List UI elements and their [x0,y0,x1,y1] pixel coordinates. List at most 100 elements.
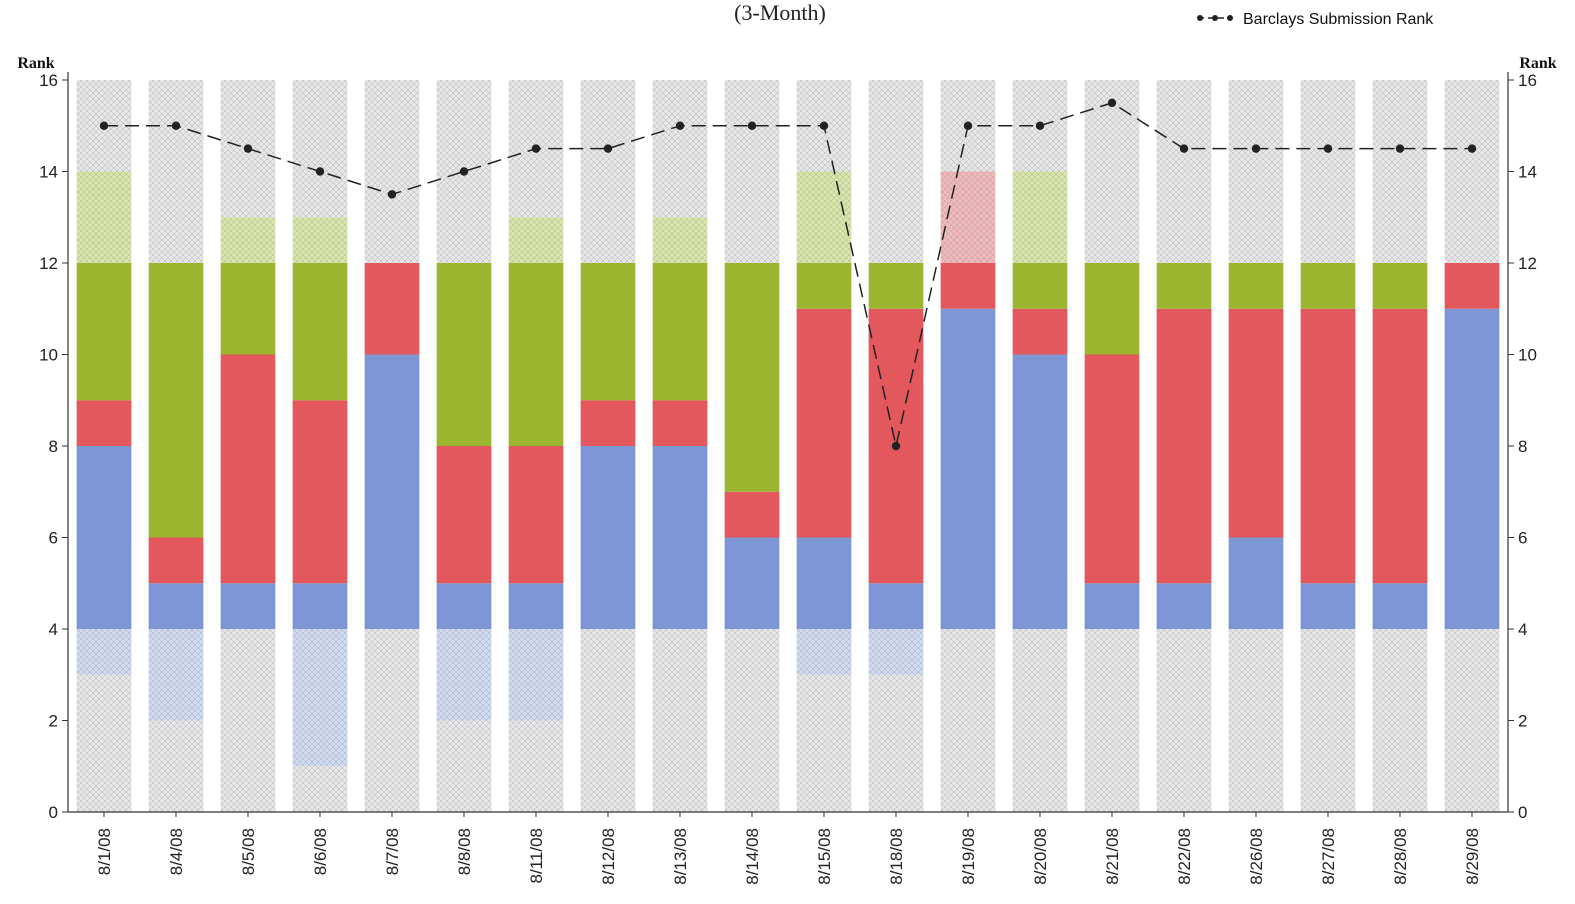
x-tick-label: 8/20/08 [1031,828,1050,885]
series-point [172,122,180,130]
y-tick-label-left: 16 [39,71,58,90]
bar-segment-hatch [149,80,204,263]
bar-segment-red [1445,263,1500,309]
bar-column-17 [1301,80,1356,812]
series-point [1468,144,1476,152]
series-point [100,122,108,130]
bar-segment-hatch [869,80,924,263]
bar-segment-blue [149,583,204,629]
legend-label: Barclays Submission Rank [1243,11,1434,28]
bar-segment-hatch [1085,80,1140,263]
bar-column-13 [1013,80,1068,812]
series-point [316,167,324,175]
bar-segment-red [941,263,996,309]
bar-segment-hatch [221,217,276,263]
bar-segment-hatch [365,80,420,263]
y-tick-label-left: 6 [49,529,58,548]
series-point [1180,144,1188,152]
bar-column-0 [77,80,132,812]
series-point [676,122,684,130]
bar-segment-hatch [437,629,492,721]
x-tick-label: 8/5/08 [239,828,258,875]
bar-segment-hatch [1157,629,1212,812]
y-tick-label-left: 0 [49,803,58,822]
bar-column-16 [1229,80,1284,812]
bar-segment-hatch [149,629,204,721]
bar-segment-blue [1229,538,1284,630]
y-tick-label-left: 2 [49,712,58,731]
bar-segment-green [797,263,852,309]
x-tick-label: 8/6/08 [311,828,330,875]
bar-segment-blue [1085,583,1140,629]
bar-segment-hatch [1445,80,1500,263]
bar-column-18 [1373,80,1428,812]
bar-segment-blue [1157,583,1212,629]
bar-segment-hatch [149,721,204,813]
bar-segment-blue [437,583,492,629]
bar-segment-blue [725,538,780,630]
series-point [820,122,828,130]
y-tick-label-left: 4 [49,620,58,639]
bar-segment-blue [1301,583,1356,629]
y-tick-label-left: 8 [49,437,58,456]
x-tick-label: 8/18/08 [887,828,906,885]
bar-segment-hatch [509,217,564,263]
bar-segment-red [1301,309,1356,584]
series-point [1252,144,1260,152]
y-tick-label-right: 8 [1518,437,1527,456]
legend-marker [1212,15,1218,21]
bar-segment-hatch [725,629,780,812]
x-tick-label: 8/13/08 [671,828,690,885]
y-tick-label-left: 12 [39,254,58,273]
y-tick-label-right: 2 [1518,712,1527,731]
bar-column-12 [941,80,996,812]
x-tick-label: 8/19/08 [959,828,978,885]
y-tick-label-right: 14 [1518,163,1537,182]
bar-segment-green [869,263,924,309]
bar-segment-red [1373,309,1428,584]
bar-segment-hatch [581,80,636,263]
bar-segment-hatch [941,172,996,264]
y-tick-label-left: 10 [39,346,58,365]
bar-segment-hatch [221,629,276,812]
bar-segment-hatch [77,675,132,812]
bar-segment-green [1301,263,1356,309]
bar-segment-blue [293,583,348,629]
y-axis-title-left: Rank [17,55,54,72]
bar-segment-hatch [365,629,420,812]
x-tick-label: 8/12/08 [599,828,618,885]
bar-segment-green [509,263,564,446]
legend-marker [1227,15,1233,21]
bar-segment-green [653,263,708,400]
x-tick-label: 8/14/08 [743,828,762,885]
x-tick-label: 8/4/08 [167,828,186,875]
bar-segment-blue [77,446,132,629]
bar-segment-red [1013,309,1068,355]
bar-column-5 [437,80,492,812]
bar-segment-red [653,400,708,446]
bar-segment-red [1157,309,1212,584]
bar-segment-hatch [509,721,564,813]
bar-segment-hatch [725,80,780,263]
series-point [388,190,396,198]
bar-segment-hatch [653,629,708,812]
bar-segment-blue [1013,355,1068,630]
bar-segment-hatch [293,217,348,263]
x-tick-label: 8/27/08 [1319,828,1338,885]
bar-segment-hatch [797,675,852,812]
x-tick-label: 8/28/08 [1391,828,1410,885]
bar-segment-green [1373,263,1428,309]
y-tick-label-right: 6 [1518,529,1527,548]
series-point [1036,122,1044,130]
bar-segment-hatch [1229,629,1284,812]
bar-segment-hatch [1445,629,1500,812]
bar-column-14 [1085,80,1140,812]
bar-segment-red [725,492,780,538]
bar-segment-hatch [869,629,924,675]
bar-segment-red [509,446,564,583]
bar-segment-green [1013,263,1068,309]
bar-column-10 [797,80,852,812]
bar-segment-hatch [797,172,852,264]
legend: Barclays Submission Rank [1197,11,1434,28]
